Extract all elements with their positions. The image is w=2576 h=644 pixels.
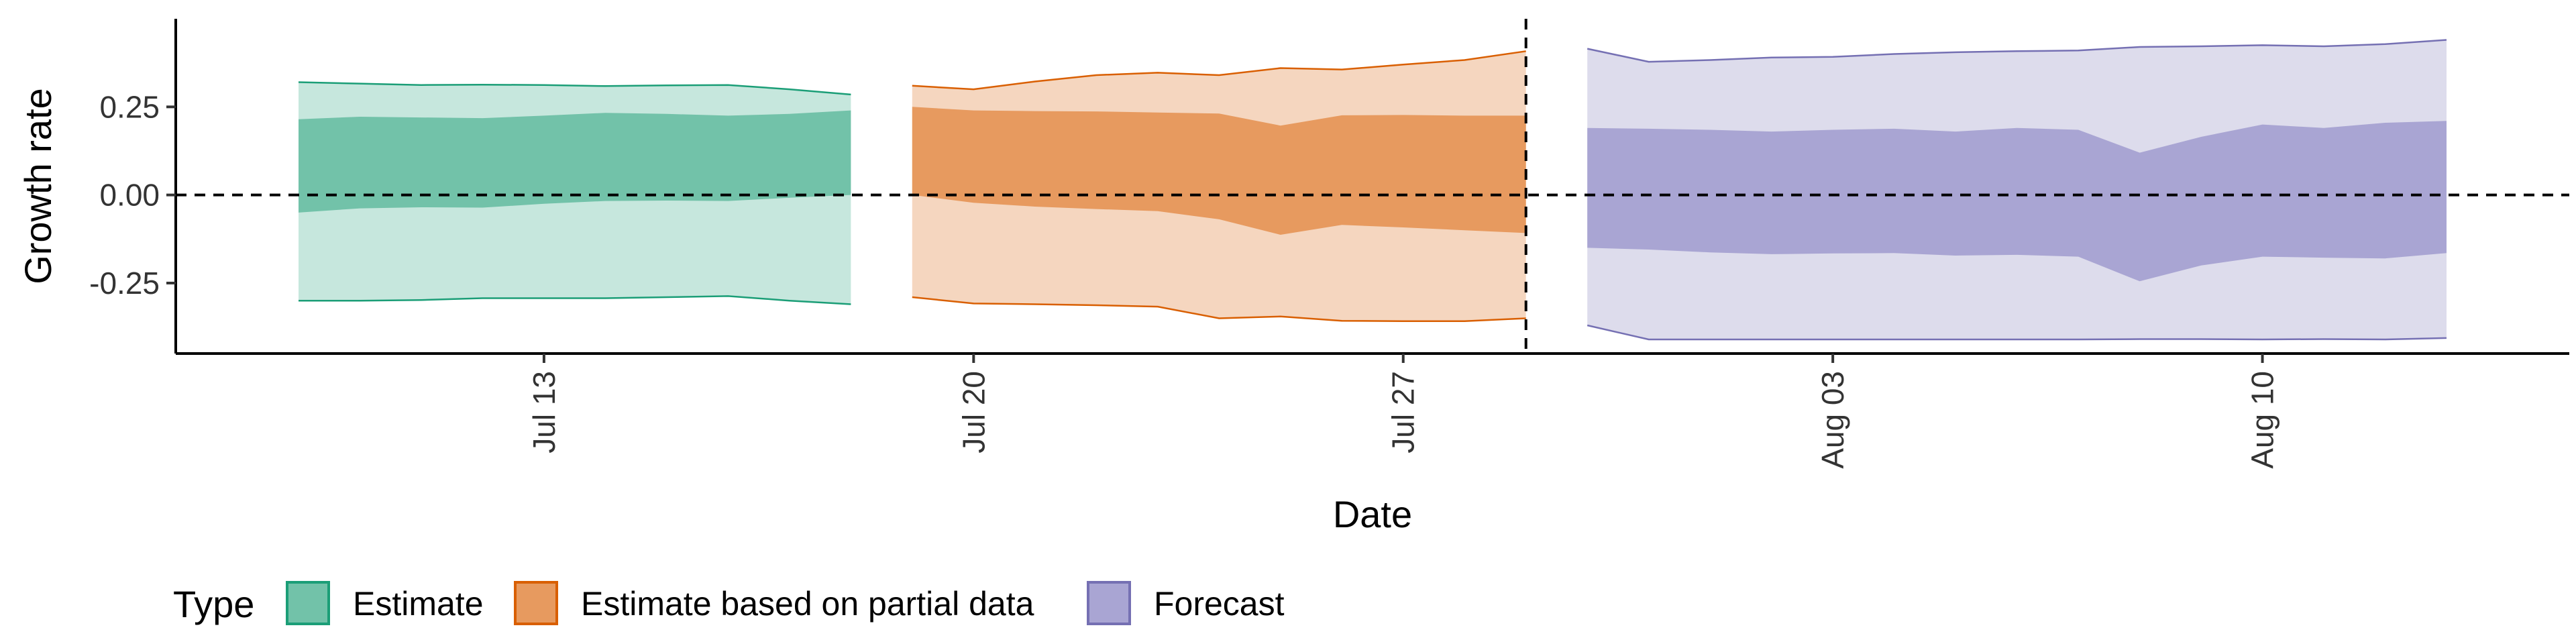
estimate-based-on-partial-data-upper-edge xyxy=(912,50,1526,91)
x-axis-title: Date xyxy=(1333,493,1412,535)
axes-layer: 0.25 0.00 -0.25 Jul 13 Jul 20 Jul 27 Aug 03 Aug… xyxy=(89,19,2569,469)
legend-label-estimate-based-on-partial-data: Estimate based on partial data xyxy=(581,585,1034,623)
legend-title: Type xyxy=(173,583,254,625)
x-tick-label: Jul 27 xyxy=(1386,371,1421,453)
forecast-upper-edge xyxy=(1587,39,2447,63)
reference-lines xyxy=(176,19,2569,354)
legend-key-estimate-based-on-partial-data xyxy=(514,581,558,625)
y-axis-title: Growth rate xyxy=(17,88,59,284)
estimate-lower-edge xyxy=(299,295,851,305)
x-tick-label: Aug 03 xyxy=(1815,371,1850,469)
legend-key-forecast xyxy=(1087,581,1131,625)
estimate-based-on-partial-data-lower-edge xyxy=(912,296,1526,322)
estimate-inner-band xyxy=(299,110,851,213)
estimate-upper-edge xyxy=(298,81,851,96)
legend: Type Estimate Estimate based on partial d… xyxy=(173,581,1285,625)
estimate-based-on-partial-data-inner-band xyxy=(912,107,1526,235)
y-tick-label: 0.00 xyxy=(99,178,160,213)
forecast-lower-edge xyxy=(1587,324,2447,341)
y-tick-label: -0.25 xyxy=(89,266,160,301)
ribbon-layer xyxy=(298,39,2447,341)
legend-label-estimate: Estimate xyxy=(353,585,484,623)
forecast-inner-band xyxy=(1587,121,2447,282)
x-tick-label: Aug 10 xyxy=(2245,371,2280,469)
y-tick-label: 0.25 xyxy=(99,89,160,124)
legend-label-forecast: Forecast xyxy=(1154,585,1285,623)
x-tick-label: Jul 20 xyxy=(956,371,991,453)
x-tick-label: Jul 13 xyxy=(527,371,561,453)
legend-key-estimate xyxy=(286,581,330,625)
